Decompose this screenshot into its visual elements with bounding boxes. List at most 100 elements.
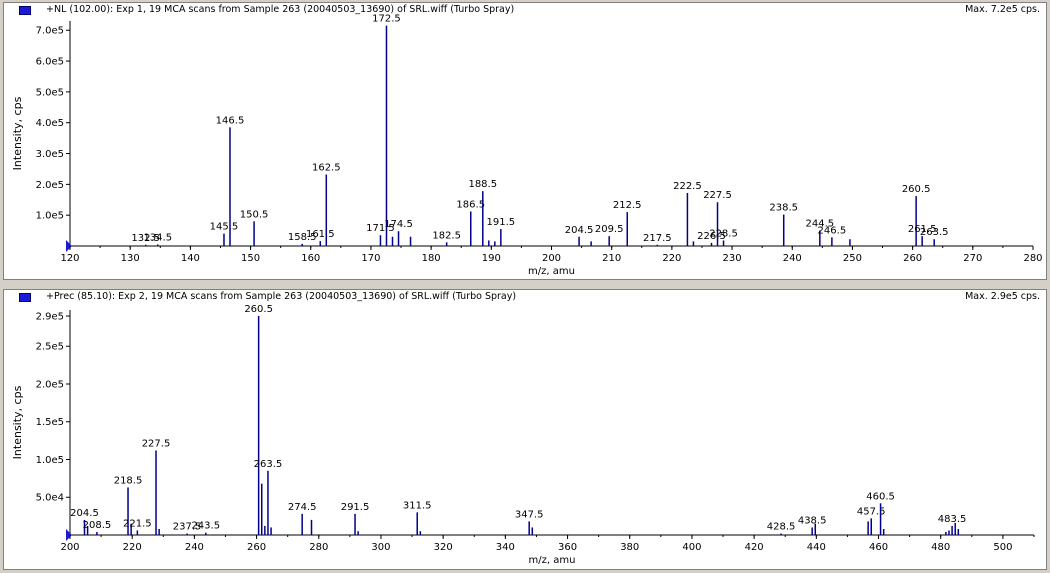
peak-label: 132.5	[131, 233, 160, 244]
spectrum-pane-prec: +Prec (85.10): Exp 2, 19 MCA scans from …	[3, 289, 1047, 570]
peak-label: 483.5	[938, 514, 967, 525]
origin-marker-icon	[66, 240, 72, 252]
peak-label: 460.5	[866, 491, 895, 502]
peak-label: 150.5	[240, 209, 269, 220]
x-tick-label: 120	[60, 253, 79, 264]
y-tick-label: 7.0e5	[36, 26, 64, 37]
x-tick-label: 190	[482, 253, 501, 264]
nl-spectrum-chart[interactable]: 120 130 140 150 160 170 180 190 200 210 220 230 240 2…	[4, 3, 1046, 279]
spectrum-pane-nl: +NL (102.00): Exp 1, 19 MCA scans from S…	[3, 2, 1047, 280]
x-tick-label: 240	[783, 253, 802, 264]
pane-title: +Prec (85.10): Exp 2, 19 MCA scans from …	[46, 291, 517, 302]
x-tick-label: 130	[121, 253, 140, 264]
peak-label: 428.5	[767, 521, 796, 532]
peak-label: 172.5	[372, 14, 401, 25]
peak-label: 171.5	[366, 223, 395, 234]
peak-label: 246.5	[818, 225, 847, 236]
peak-label: 263.5	[254, 459, 283, 470]
y-tick-label: 5.0e4	[36, 493, 64, 504]
peak-label: 212.5	[613, 200, 642, 211]
y-axis-label: Intensity, cps	[11, 385, 24, 459]
peak-label: 217.5	[643, 233, 672, 244]
x-tick-label: 260	[903, 253, 922, 264]
peak-label: 274.5	[288, 502, 317, 513]
x-tick-label: 150	[241, 253, 260, 264]
y-tick-label: 2.0e5	[36, 379, 64, 390]
x-tick-label: 170	[361, 253, 380, 264]
y-tick-label: 1.0e5	[36, 455, 64, 466]
y-tick-label: 2.0e5	[36, 180, 64, 191]
origin-marker-icon	[66, 529, 72, 541]
peak-label: 237.5	[173, 521, 202, 532]
x-tick-label: 260	[247, 542, 266, 553]
x-tick-label: 480	[931, 542, 950, 553]
x-tick-label: 300	[371, 542, 390, 553]
x-tick-label: 460	[869, 542, 888, 553]
max-intensity-label: Max. 7.2e5 cps.	[965, 4, 1040, 15]
x-tick-label: 340	[496, 542, 515, 553]
y-axis-label: Intensity, cps	[11, 96, 24, 170]
series-marker-icon	[19, 293, 31, 302]
peak-label: 243.5	[191, 521, 220, 532]
peak-label: 438.5	[798, 515, 827, 526]
peak-label: 208.5	[83, 520, 112, 531]
peak-label: 145.5	[210, 222, 239, 233]
x-tick-label: 140	[181, 253, 200, 264]
y-tick-label: 1.0e5	[36, 211, 64, 222]
peak-label: 204.5	[565, 225, 594, 236]
peak-label: 227.5	[142, 438, 171, 449]
x-tick-label: 180	[422, 253, 441, 264]
x-tick-label: 280	[1023, 253, 1042, 264]
pane-title: +NL (102.00): Exp 1, 19 MCA scans from S…	[46, 4, 515, 15]
y-tick-label: 4.0e5	[36, 118, 64, 129]
pane-header: +Prec (85.10): Exp 2, 19 MCA scans from …	[4, 290, 1046, 306]
peak-label: 134.5	[143, 232, 172, 243]
peak-label: 347.5	[515, 509, 544, 520]
x-tick-label: 440	[807, 542, 826, 553]
series-marker-icon	[19, 6, 31, 15]
peak-label: 162.5	[312, 162, 341, 173]
y-tick-label: 1.5e5	[36, 417, 64, 428]
peak-label: 209.5	[595, 224, 624, 235]
x-tick-label: 360	[558, 542, 577, 553]
peak-label: 161.5	[306, 229, 335, 240]
y-tick-label: 6.0e5	[36, 57, 64, 68]
peak-label: 146.5	[216, 115, 245, 126]
x-tick-label: 280	[309, 542, 328, 553]
peak-label: 222.5	[673, 181, 702, 192]
peak-label: 260.5	[902, 184, 931, 195]
peak-label: 218.5	[114, 475, 143, 486]
y-tick-label: 2.5e5	[36, 342, 64, 353]
peak-label: 221.5	[123, 518, 152, 529]
x-axis-label: m/z, amu	[529, 555, 576, 566]
x-tick-label: 380	[620, 542, 639, 553]
peak-label: 311.5	[403, 500, 432, 511]
peak-label: 261.5	[908, 224, 937, 235]
peak-label: 191.5	[487, 217, 516, 228]
x-tick-label: 400	[682, 542, 701, 553]
peak-label: 457.5	[857, 506, 886, 517]
peak-label: 228.5	[709, 228, 738, 239]
peak-label: 226.5	[697, 231, 726, 242]
peak-label: 263.5	[920, 227, 949, 238]
peak-label: 291.5	[341, 502, 370, 513]
x-tick-label: 160	[301, 253, 320, 264]
peak-label: 174.5	[384, 219, 413, 230]
x-tick-label: 220	[123, 542, 142, 553]
x-tick-label: 200	[542, 253, 561, 264]
y-tick-label: 2.9e5	[36, 312, 64, 323]
x-tick-label: 420	[745, 542, 764, 553]
x-axis-label: m/z, amu	[528, 266, 575, 277]
x-tick-label: 210	[602, 253, 621, 264]
peak-label: 158.5	[288, 232, 317, 243]
x-tick-label: 250	[843, 253, 862, 264]
max-intensity-label: Max. 2.9e5 cps.	[965, 291, 1040, 302]
y-tick-label: 3.0e5	[36, 149, 64, 160]
peak-label: 260.5	[244, 304, 273, 315]
y-tick-label: 5.0e5	[36, 87, 64, 98]
x-tick-label: 230	[723, 253, 742, 264]
peak-label: 188.5	[468, 179, 497, 190]
peak-label: 204.5	[70, 508, 99, 519]
prec-spectrum-chart[interactable]: 200 220 240 260 280 300 320 340 360 380 400 420 440 4…	[4, 290, 1046, 569]
pane-header: +NL (102.00): Exp 1, 19 MCA scans from S…	[4, 3, 1046, 19]
